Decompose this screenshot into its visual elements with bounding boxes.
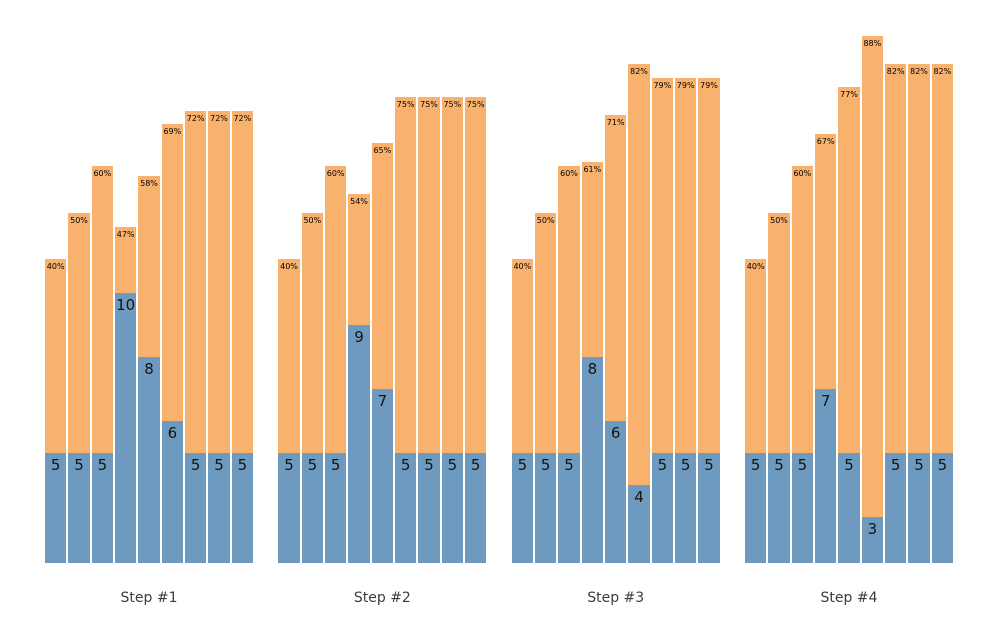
blue-bar-segment xyxy=(114,293,137,564)
blue-bar-segment xyxy=(324,453,347,564)
orange-bar-segment xyxy=(208,110,230,564)
blue-bar-segment xyxy=(464,453,487,564)
blue-bar-segment xyxy=(68,453,90,564)
blue-bar-segment xyxy=(161,421,184,564)
step-label: Step #4 xyxy=(820,590,878,606)
orange-bar-segment xyxy=(184,110,207,564)
blue-bar-segment xyxy=(511,453,534,564)
orange-bar-segment xyxy=(884,64,907,564)
orange-bar-segment xyxy=(674,77,697,564)
blue-bar-segment xyxy=(604,421,627,564)
blue-bar-segment xyxy=(231,453,254,564)
orange-bar-segment xyxy=(698,77,720,564)
orange-bar-segment xyxy=(231,110,254,564)
blue-bar-segment xyxy=(698,453,720,564)
orange-bar-segment xyxy=(628,64,650,564)
blue-bar-segment xyxy=(301,453,324,564)
blue-bar-segment xyxy=(884,453,907,564)
blue-bar-segment xyxy=(371,389,394,564)
orange-bar-segment xyxy=(931,64,954,564)
orange-bar-segment xyxy=(441,96,464,564)
blue-bar-segment xyxy=(91,453,114,564)
orange-bar-segment xyxy=(464,96,487,564)
blue-bar-segment xyxy=(814,389,837,564)
orange-bar-segment xyxy=(394,96,417,564)
blue-bar-segment xyxy=(441,453,464,564)
orange-bar-segment xyxy=(418,96,440,564)
blue-bar-segment xyxy=(208,453,230,564)
blue-bar-segment xyxy=(768,453,790,564)
blue-bar-segment xyxy=(278,453,300,564)
blue-bar-segment xyxy=(931,453,954,564)
step-label: Step #3 xyxy=(587,590,645,606)
orange-bar-segment xyxy=(908,64,930,564)
blue-bar-segment xyxy=(908,453,930,564)
blue-bar-segment xyxy=(628,485,650,564)
step-label: Step #1 xyxy=(120,590,178,606)
blue-bar-segment xyxy=(674,453,697,564)
blue-bar-segment xyxy=(394,453,417,564)
blue-bar-segment xyxy=(581,357,604,564)
blue-bar-segment xyxy=(534,453,557,564)
blue-bar-segment xyxy=(861,517,884,564)
orange-bar-segment xyxy=(838,87,860,564)
blue-bar-segment xyxy=(348,325,370,564)
blue-bar-segment xyxy=(418,453,440,564)
blue-bar-segment xyxy=(651,453,674,564)
orange-bar-segment xyxy=(861,36,884,564)
blue-bar-segment xyxy=(838,453,860,564)
blue-bar-segment xyxy=(45,453,67,564)
blue-bar-segment xyxy=(184,453,207,564)
step-label: Step #2 xyxy=(353,590,411,606)
blue-bar-segment xyxy=(558,453,580,564)
blue-bar-segment xyxy=(791,453,814,564)
blue-bar-segment xyxy=(138,357,160,564)
blue-bar-segment xyxy=(744,453,767,564)
orange-bar-segment xyxy=(651,77,674,564)
